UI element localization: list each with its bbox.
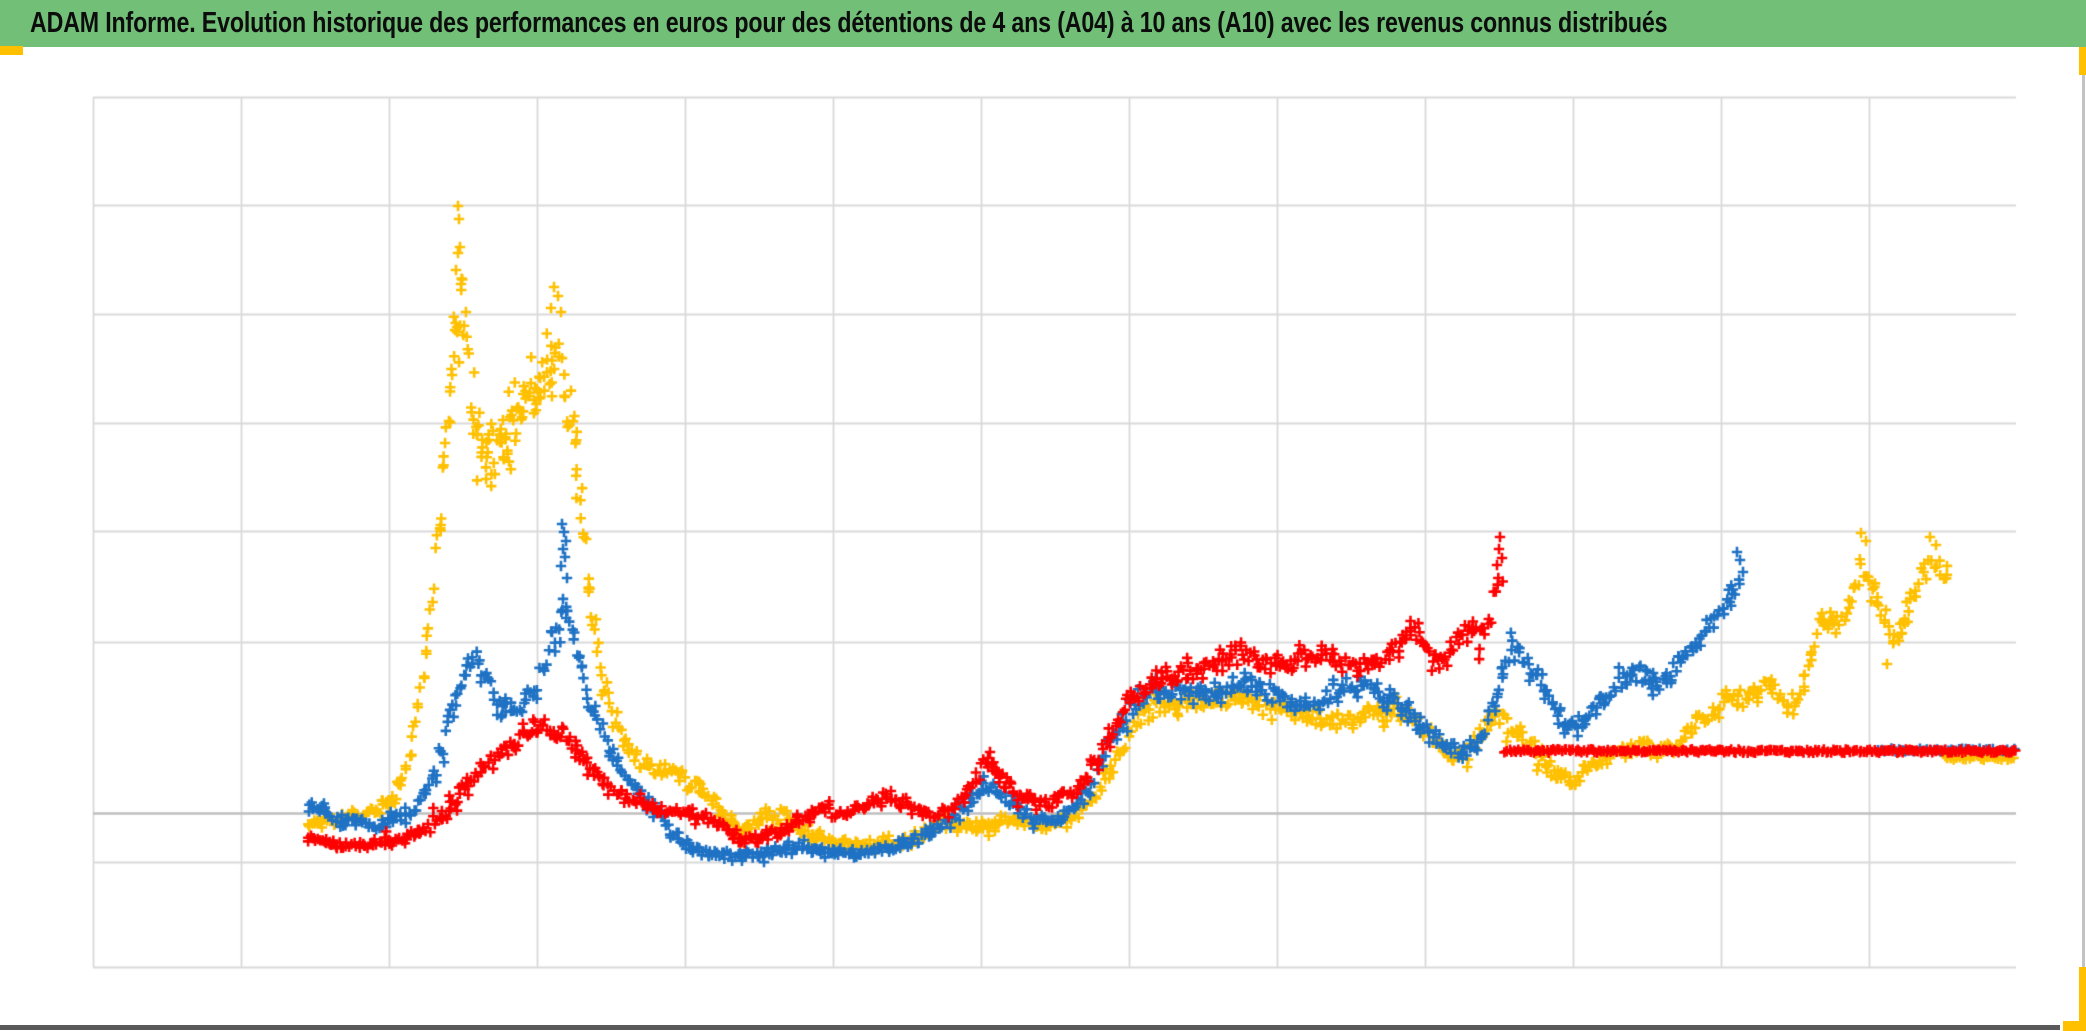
slide-border-right [2082,47,2085,1026]
slide-border-bottom [0,1025,2060,1030]
accent-bottom-right-horizontal [2063,1021,2086,1031]
accent-top-left [0,46,23,55]
page-title: ADAM Informe. Evolution historique des p… [30,7,1668,39]
accent-bottom-right-vertical [2079,967,2086,1031]
title-bar: ADAM Informe. Evolution historique des p… [0,0,2086,47]
accent-top-right [2079,47,2086,75]
